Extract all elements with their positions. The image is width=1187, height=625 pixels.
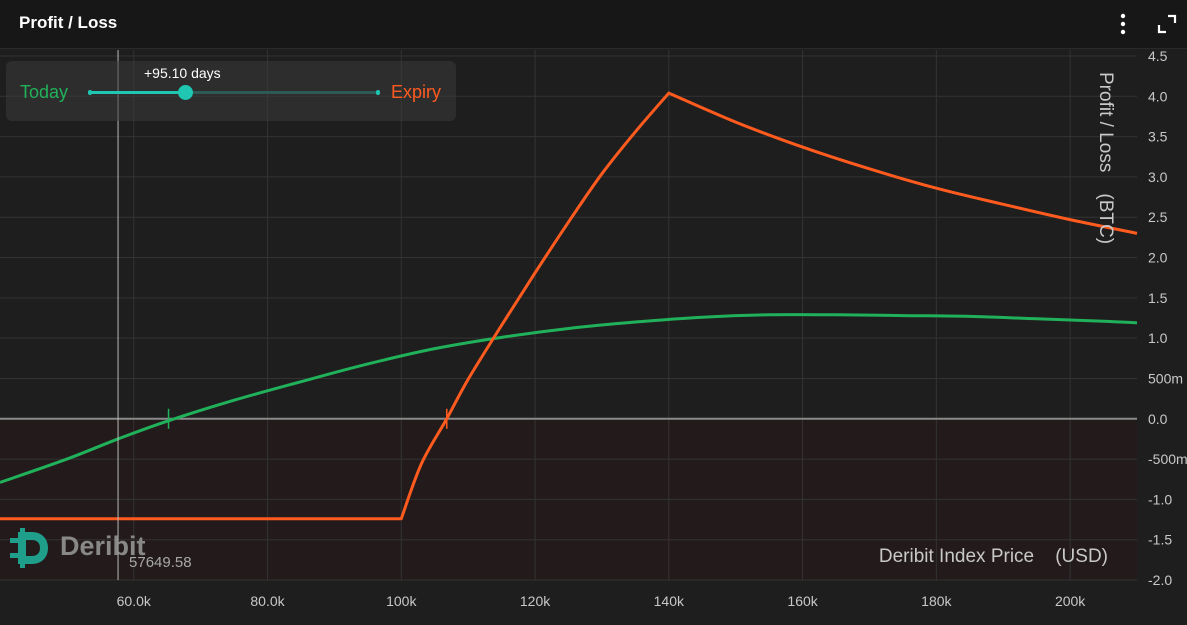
y-tick-label: -2.0 bbox=[1148, 572, 1172, 588]
x-axis-ticks: 60.0k 80.0k 100k 120k 140k 160k 180k 200k bbox=[117, 593, 1087, 609]
today-label: Today bbox=[20, 82, 69, 102]
x-tick-label: 100k bbox=[386, 593, 417, 609]
y-tick-label: -1.0 bbox=[1148, 491, 1172, 507]
series-layer bbox=[0, 91, 1138, 521]
expiry-label: Expiry bbox=[391, 82, 442, 102]
watermark-text: Deribit bbox=[60, 531, 146, 561]
y-tick-label: 4.5 bbox=[1148, 48, 1168, 64]
y-tick-label: 0.0 bbox=[1148, 411, 1168, 427]
track-end-cap bbox=[376, 90, 380, 95]
x-tick-label: 120k bbox=[520, 593, 551, 609]
y-tick-label: -500m bbox=[1148, 451, 1187, 467]
time-slider-fill bbox=[90, 91, 186, 94]
y-tick-label: 500m bbox=[1148, 370, 1183, 386]
time-slider-thumb[interactable] bbox=[178, 85, 194, 100]
x-tick-label: 200k bbox=[1055, 593, 1086, 609]
panel-title: Profit / Loss bbox=[19, 13, 118, 32]
x-tick-label: 160k bbox=[787, 593, 818, 609]
y-tick-label: 3.5 bbox=[1148, 129, 1168, 145]
y-tick-label: 1.0 bbox=[1148, 330, 1168, 346]
y-axis-label: Profit / Loss (BTC) bbox=[1095, 72, 1116, 244]
y-tick-label: 1.5 bbox=[1148, 290, 1168, 306]
x-tick-label: 140k bbox=[654, 593, 685, 609]
x-tick-label: 80.0k bbox=[250, 593, 285, 609]
x-tick-label: 180k bbox=[921, 593, 952, 609]
x-tick-label: 60.0k bbox=[117, 593, 152, 609]
y-tick-label: 4.0 bbox=[1148, 88, 1168, 104]
header-bar: Profit / Loss bbox=[0, 0, 1187, 49]
time-slider-panel: Today +95.10 days Expiry bbox=[6, 61, 456, 121]
x-axis-label: Deribit Index Price (USD) bbox=[879, 546, 1108, 567]
y-axis-ticks: 4.5 4.0 3.5 3.0 2.5 2.0 1.5 1.0 500m 0.0 -500m -1.0… bbox=[1148, 48, 1187, 588]
breakeven-markers bbox=[167, 408, 448, 429]
days-offset-label: +95.10 days bbox=[144, 65, 221, 81]
deribit-logo-icon bbox=[10, 528, 48, 568]
deribit-watermark: Deribit bbox=[8, 528, 168, 568]
y-tick-label: 2.5 bbox=[1148, 209, 1168, 225]
y-tick-label: -1.5 bbox=[1148, 532, 1172, 548]
vertical-ellipsis-icon[interactable] bbox=[1113, 12, 1133, 36]
series-line-today bbox=[0, 313, 1138, 484]
expand-icon[interactable] bbox=[1156, 13, 1178, 35]
series-line-expiry bbox=[0, 91, 1138, 521]
chart-grid bbox=[0, 50, 1137, 581]
time-slider-track[interactable] bbox=[88, 85, 380, 100]
y-tick-label: 2.0 bbox=[1148, 250, 1168, 266]
cursor-price-label: 57649.58 bbox=[129, 554, 192, 571]
y-tick-label: 3.0 bbox=[1148, 169, 1168, 185]
